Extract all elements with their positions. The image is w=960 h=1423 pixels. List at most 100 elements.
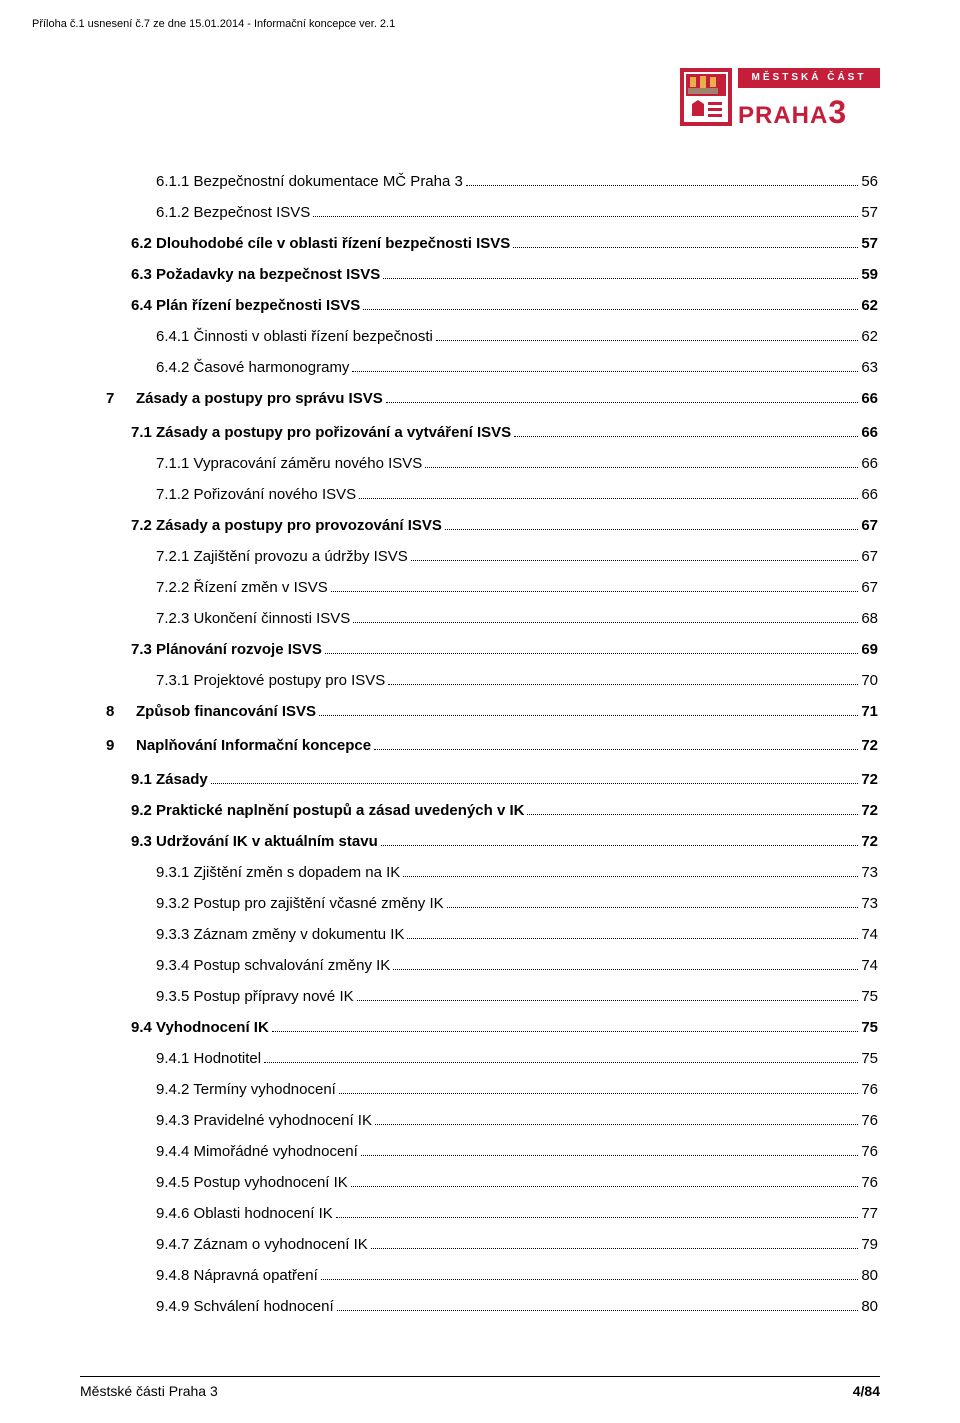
toc-title: 9.4.8 Nápravná opatření bbox=[156, 1264, 318, 1288]
toc-dot-leader bbox=[445, 529, 858, 530]
toc-dot-leader bbox=[325, 653, 858, 654]
toc-dot-leader bbox=[447, 907, 859, 908]
toc-title: 9Naplňování Informační koncepce bbox=[106, 734, 371, 758]
toc-title: 7Zásady a postupy pro správu ISVS bbox=[106, 387, 383, 411]
toc-entry: 9.4 Vyhodnocení IK75 bbox=[106, 1016, 878, 1040]
toc-entry: 9.4.1 Hodnotitel 75 bbox=[106, 1047, 878, 1071]
toc-page-number: 75 bbox=[861, 1047, 878, 1071]
toc-page-number: 66 bbox=[861, 452, 878, 476]
toc-dot-leader bbox=[411, 560, 859, 561]
toc-title: 7.2 Zásady a postupy pro provozování ISV… bbox=[131, 514, 442, 538]
toc-page-number: 76 bbox=[861, 1140, 878, 1164]
toc-title: 9.4.1 Hodnotitel bbox=[156, 1047, 261, 1071]
toc-dot-leader bbox=[425, 467, 858, 468]
toc-page-number: 68 bbox=[861, 607, 878, 631]
toc-page-number: 57 bbox=[861, 201, 878, 225]
toc-page-number: 80 bbox=[861, 1264, 878, 1288]
toc-title: 7.2.2 Řízení změn v ISVS bbox=[156, 576, 328, 600]
toc-page-number: 77 bbox=[861, 1202, 878, 1226]
toc-dot-leader bbox=[383, 278, 858, 279]
toc-entry: 7.2.2 Řízení změn v ISVS67 bbox=[106, 576, 878, 600]
toc-page-number: 73 bbox=[861, 861, 878, 885]
toc-page-number: 72 bbox=[861, 768, 878, 792]
toc-page-number: 62 bbox=[861, 294, 878, 318]
toc-entry: 7.1.1 Vypracování záměru nového ISVS 66 bbox=[106, 452, 878, 476]
toc-dot-leader bbox=[264, 1062, 858, 1063]
toc-dot-leader bbox=[381, 845, 859, 846]
toc-entry: 6.4 Plán řízení bezpečnosti ISVS 62 bbox=[106, 294, 878, 318]
toc-entry: 9Naplňování Informační koncepce 72 bbox=[106, 734, 878, 758]
toc-title: 9.4.9 Schválení hodnocení bbox=[156, 1295, 334, 1319]
toc-dot-leader bbox=[211, 783, 859, 784]
toc-entry: 6.1.1 Bezpečnostní dokumentace MČ Praha … bbox=[106, 170, 878, 194]
toc-dot-leader bbox=[374, 749, 858, 750]
toc-title: 7.2.3 Ukončení činnosti ISVS bbox=[156, 607, 350, 631]
toc-page-number: 79 bbox=[861, 1233, 878, 1257]
toc-title: 7.1.1 Vypracování záměru nového ISVS bbox=[156, 452, 422, 476]
toc-title: 6.4.2 Časové harmonogramy bbox=[156, 356, 349, 380]
toc-title: 9.2 Praktické naplnění postupů a zásad u… bbox=[131, 799, 524, 823]
toc-title: 7.2.1 Zajištění provozu a údržby ISVS bbox=[156, 545, 408, 569]
toc-page-number: 75 bbox=[861, 985, 878, 1009]
toc-entry: 7.1.2 Pořizování nového ISVS66 bbox=[106, 483, 878, 507]
toc-dot-leader bbox=[513, 247, 858, 248]
praha3-logo: MĚSTSKÁ ČÁST PRAHA3 bbox=[680, 68, 880, 126]
toc-page-number: 67 bbox=[861, 514, 878, 538]
toc-page-number: 56 bbox=[861, 170, 878, 194]
toc-dot-leader bbox=[357, 1000, 859, 1001]
toc-title: 9.3.4 Postup schvalování změny IK bbox=[156, 954, 390, 978]
toc-page-number: 76 bbox=[861, 1078, 878, 1102]
toc-dot-leader bbox=[351, 1186, 859, 1187]
toc-entry: 9.4.5 Postup vyhodnocení IK76 bbox=[106, 1171, 878, 1195]
logo-main: PRAHA3 bbox=[738, 94, 847, 131]
toc-dot-leader bbox=[321, 1279, 859, 1280]
toc-dot-leader bbox=[386, 402, 859, 403]
toc-title: 6.1.2 Bezpečnost ISVS bbox=[156, 201, 310, 225]
toc-chapter-number: 9 bbox=[106, 734, 136, 758]
toc-entry: 9.3.2 Postup pro zajištění včasné změny … bbox=[106, 892, 878, 916]
toc-page-number: 59 bbox=[861, 263, 878, 287]
page-footer: Městské části Praha 3 4/84 bbox=[80, 1376, 880, 1399]
toc-entry: 7.3.1 Projektové postupy pro ISVS70 bbox=[106, 669, 878, 693]
toc-dot-leader bbox=[393, 969, 858, 970]
toc-title: 6.4 Plán řízení bezpečnosti ISVS bbox=[131, 294, 360, 318]
toc-dot-leader bbox=[407, 938, 858, 939]
toc-entry: 6.4.2 Časové harmonogramy63 bbox=[106, 356, 878, 380]
toc-entry: 9.3.5 Postup přípravy nové IK75 bbox=[106, 985, 878, 1009]
toc-page-number: 72 bbox=[861, 799, 878, 823]
footer-page-number: 4/84 bbox=[853, 1383, 880, 1399]
toc-entry: 9.4.9 Schválení hodnocení80 bbox=[106, 1295, 878, 1319]
page-header: Příloha č.1 usnesení č.7 ze dne 15.01.20… bbox=[32, 18, 928, 30]
toc-dot-leader bbox=[272, 1031, 859, 1032]
toc-chapter-title: Naplňování Informační koncepce bbox=[136, 737, 371, 754]
toc-dot-leader bbox=[337, 1310, 859, 1311]
toc-page-number: 70 bbox=[861, 669, 878, 693]
toc-entry: 7.1 Zásady a postupy pro pořizování a vy… bbox=[106, 421, 878, 445]
toc-entry: 9.1 Zásady72 bbox=[106, 768, 878, 792]
toc-dot-leader bbox=[331, 591, 859, 592]
toc-dot-leader bbox=[514, 436, 858, 437]
toc-entry: 9.3.4 Postup schvalování změny IK74 bbox=[106, 954, 878, 978]
toc-title: 9.4.3 Pravidelné vyhodnocení IK bbox=[156, 1109, 372, 1133]
toc-page-number: 71 bbox=[861, 700, 878, 724]
toc-title: 9.3.3 Záznam změny v dokumentu IK bbox=[156, 923, 404, 947]
toc-entry: 6.1.2 Bezpečnost ISVS 57 bbox=[106, 201, 878, 225]
toc-title: 9.4.2 Termíny vyhodnocení bbox=[156, 1078, 336, 1102]
coat-of-arms-icon bbox=[680, 68, 732, 126]
toc-title: 9.3.2 Postup pro zajištění včasné změny … bbox=[156, 892, 444, 916]
toc-dot-leader bbox=[388, 684, 858, 685]
toc-title: 9.3 Udržování IK v aktuálním stavu bbox=[131, 830, 378, 854]
toc-dot-leader bbox=[436, 340, 858, 341]
toc-title: 9.4.6 Oblasti hodnocení IK bbox=[156, 1202, 333, 1226]
toc-dot-leader bbox=[319, 715, 858, 716]
toc-entry: 7.3 Plánování rozvoje ISVS69 bbox=[106, 638, 878, 662]
toc-title: 9.4.7 Záznam o vyhodnocení IK bbox=[156, 1233, 368, 1257]
toc-title: 7.1.2 Pořizování nového ISVS bbox=[156, 483, 356, 507]
toc-dot-leader bbox=[371, 1248, 859, 1249]
toc-chapter-title: Zásady a postupy pro správu ISVS bbox=[136, 390, 383, 407]
toc-entry: 9.4.7 Záznam o vyhodnocení IK 79 bbox=[106, 1233, 878, 1257]
toc-page-number: 72 bbox=[861, 734, 878, 758]
toc-dot-leader bbox=[466, 185, 858, 186]
table-of-contents: 6.1.1 Bezpečnostní dokumentace MČ Praha … bbox=[32, 170, 928, 1319]
toc-page-number: 69 bbox=[861, 638, 878, 662]
